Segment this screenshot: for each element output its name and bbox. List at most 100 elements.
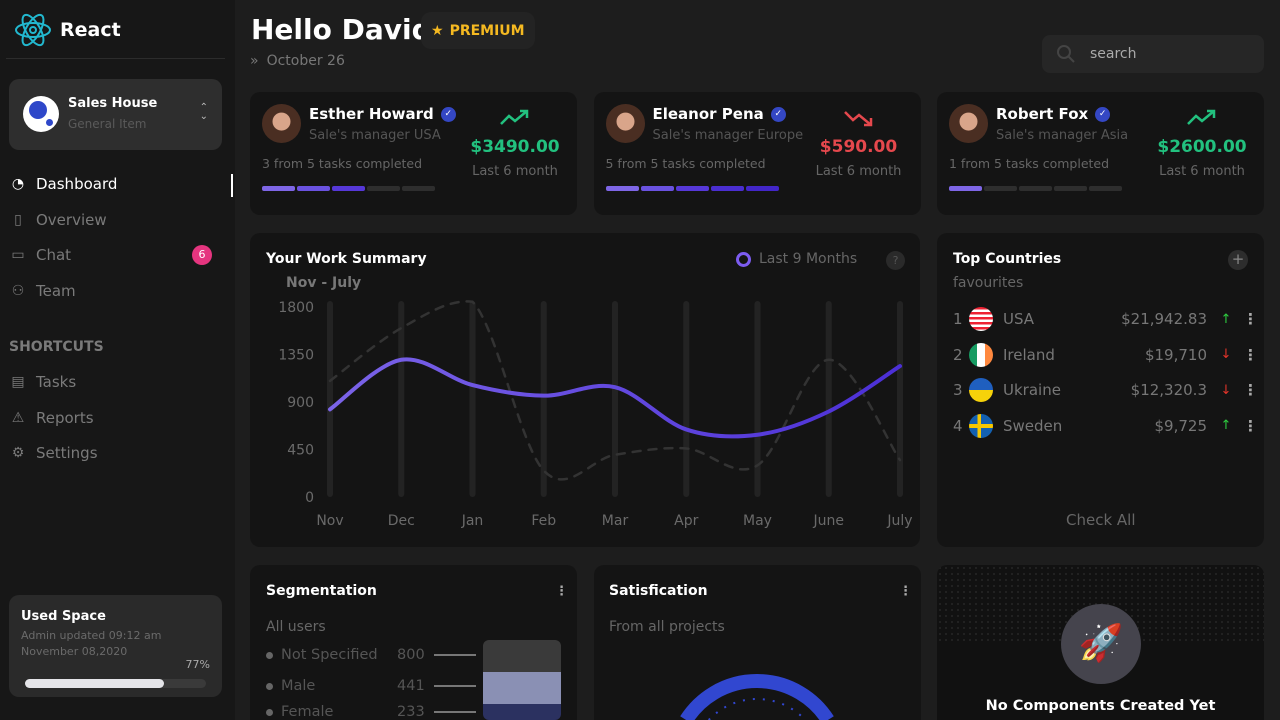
task-status: 3 from 5 tasks completed: [262, 156, 423, 171]
chat-icon: ▭: [11, 247, 25, 263]
grid-bar: [398, 301, 405, 497]
satisfaction-subtitle: From all projects: [609, 619, 725, 635]
row-menu-icon[interactable]: ⋮: [1243, 310, 1258, 328]
grid-bar: [612, 301, 618, 497]
country-name: Ireland: [1003, 345, 1055, 364]
progress-segment: [640, 186, 674, 191]
bullet-icon: [266, 651, 273, 659]
add-country-button[interactable]: +: [1228, 250, 1248, 270]
country-row[interactable]: 1 USA $21,942.83 ↑ ⋮: [953, 307, 1258, 331]
x-tick-label: Jan: [461, 513, 484, 529]
row-menu-icon[interactable]: ⋮: [1243, 345, 1258, 364]
warning-icon: ⚠: [11, 409, 25, 426]
manager-card[interactable]: Eleanor Pena ✓ Sale's manager Europe 5 fr…: [593, 92, 921, 215]
legend-ring-icon: [736, 251, 751, 267]
progress-segment: [605, 186, 639, 191]
org-switcher[interactable]: Sales House General Item ⌃ ⌄: [9, 79, 222, 150]
star-icon: ★: [431, 22, 444, 39]
app-logo[interactable]: React: [14, 11, 121, 49]
country-row[interactable]: 2 Ireland $19,710 ↓ ⋮: [953, 342, 1258, 367]
work-summary-chart: Nov Dec Jan Feb Mar Apr May June July 0 450 900 1350…: [278, 300, 912, 529]
gauge-ticks: [707, 698, 807, 720]
org-avatar: [23, 96, 59, 132]
country-name: Ukraine: [1003, 381, 1061, 399]
bullet-icon: [266, 682, 273, 690]
empty-state-title: No Components Created Yet: [985, 698, 1216, 714]
premium-label: PREMIUM: [449, 22, 525, 39]
divider: [6, 58, 225, 59]
sidebar-item-settings[interactable]: ⚙ Settings: [9, 444, 214, 462]
gauge-arc: [680, 674, 834, 720]
sidebar-item-chat[interactable]: ▭ Chat 6: [9, 245, 214, 265]
country-value: $21,942.83: [1121, 310, 1207, 328]
period-selector[interactable]: Last 9 Months: [736, 251, 857, 267]
arrow-down-icon: ↓: [1220, 347, 1232, 362]
avatar: [949, 104, 988, 143]
amount-period: Last 6 month: [1159, 164, 1245, 179]
manager-card[interactable]: Robert Fox ✓ Sale's manager Asia 1 from 5…: [937, 92, 1264, 215]
stack-not-specified: [483, 640, 561, 672]
grid-bar: [540, 301, 547, 497]
top-countries-title: Top Countries: [953, 251, 1062, 267]
x-tick-label: June: [813, 513, 845, 529]
arrow-up-icon: ↑: [1220, 418, 1232, 433]
react-logo-icon: [15, 13, 51, 47]
manager-name: Eleanor Pena: [652, 105, 764, 123]
used-space-info: Admin updated 09:12 am November 08,2020: [21, 628, 161, 660]
task-status: 1 from 5 tasks completed: [949, 156, 1110, 171]
sidebar-item-tasks[interactable]: ▤ Tasks: [9, 373, 214, 391]
segmentation-menu-icon[interactable]: ⋮: [555, 584, 568, 599]
segment-label: Female: [281, 704, 334, 720]
flag-usa-icon: [969, 307, 993, 331]
work-series-line: [328, 357, 902, 439]
sidebar-item-dashboard[interactable]: ◔ Dashboard: [9, 175, 214, 193]
country-row[interactable]: 3 Ukraine $12,320.3 ↓ ⋮: [953, 378, 1258, 402]
date-text: October 26: [266, 53, 345, 69]
search-input[interactable]: [1090, 46, 1240, 62]
satisfaction-menu-icon[interactable]: ⋮: [899, 584, 912, 599]
country-row[interactable]: 4 Sweden $9,725 ↑ ⋮: [953, 413, 1258, 438]
double-chevron-icon: »: [250, 53, 259, 69]
manager-amount: $3490.00: [470, 137, 560, 157]
verified-icon: ✓: [1095, 106, 1111, 122]
country-value: $12,320.3: [1130, 381, 1207, 399]
trend-up-icon: [500, 109, 529, 125]
segment-connector: [434, 711, 476, 713]
used-space-progress: [25, 679, 206, 688]
comparison-series-line: [328, 300, 902, 481]
search-box[interactable]: [1042, 35, 1264, 73]
premium-badge[interactable]: ★ PREMIUM: [421, 12, 535, 49]
task-progress: [949, 186, 1122, 191]
progress-segment: [675, 186, 709, 191]
sidebar-item-team[interactable]: ⚇ Team: [9, 282, 214, 300]
arrow-up-icon: ↑: [1220, 311, 1232, 327]
country-rank: 1: [953, 310, 963, 328]
manager-card[interactable]: Esther Howard ✓ Sale's manager USA 3 from…: [250, 92, 577, 215]
sidebar-item-overview[interactable]: ▯ Overview: [9, 211, 214, 229]
country-rank: 3: [953, 381, 963, 399]
row-menu-icon[interactable]: ⋮: [1243, 381, 1258, 399]
progress-segment: [710, 186, 744, 191]
row-menu-icon[interactable]: ⋮: [1243, 416, 1258, 435]
sidebar-item-label: Overview: [36, 210, 107, 229]
org-name: Sales House: [68, 96, 158, 111]
x-tick-label: Nov: [316, 513, 343, 529]
progress-segment: [949, 186, 982, 191]
segment-value: 441: [397, 678, 425, 694]
check-all-link[interactable]: Check All: [1066, 511, 1136, 529]
segmentation-stack-bar: [483, 640, 561, 720]
stack-male: [483, 672, 561, 704]
x-tick-label: Apr: [674, 513, 698, 529]
help-icon[interactable]: ?: [886, 251, 905, 270]
segment-label: Male: [281, 678, 316, 694]
gear-icon: ⚙: [11, 445, 25, 461]
country-rank: 2: [953, 345, 963, 364]
segmentation-subtitle: All users: [266, 619, 326, 635]
sidebar-item-reports[interactable]: ⚠ Reports: [9, 409, 214, 427]
stack-female: [483, 704, 561, 720]
used-space-date: November 08,2020: [21, 645, 128, 658]
org-subtitle: General Item: [68, 117, 147, 131]
active-indicator: [231, 174, 233, 197]
app-name: React: [60, 19, 121, 41]
progress-segment: [1054, 186, 1087, 191]
